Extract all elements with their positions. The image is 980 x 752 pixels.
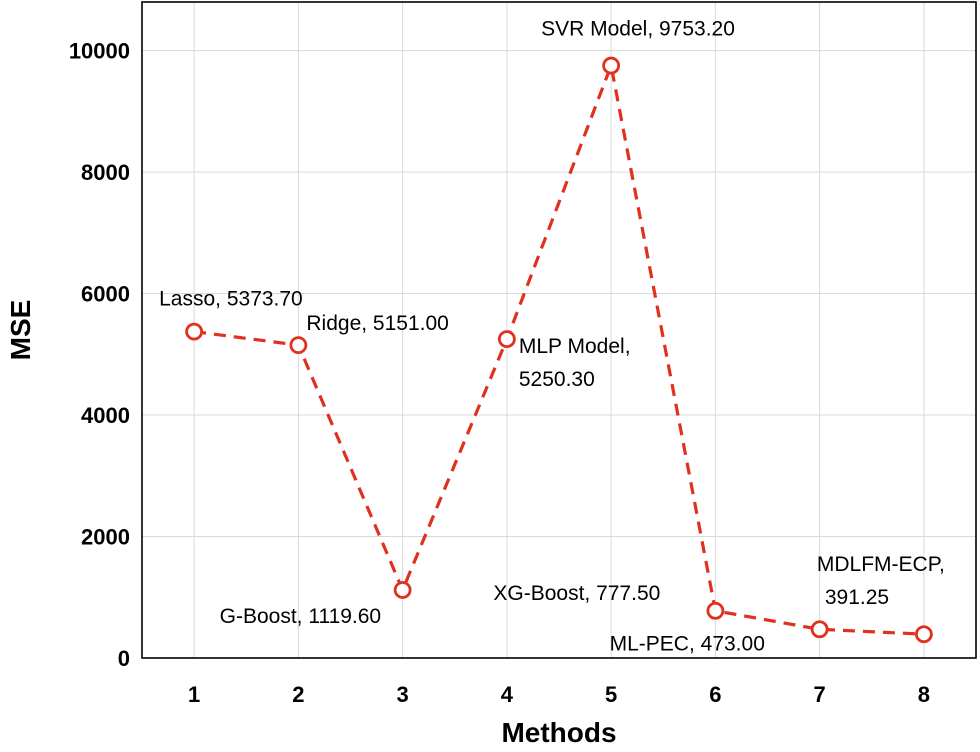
plot-frame [141,1,977,659]
y-tick-label: 8000 [81,160,130,185]
x-tick-label: 7 [814,682,826,707]
x-tick-labels: 1 2 3 4 5 6 7 8 [188,682,930,707]
x-tick-label: 2 [292,682,304,707]
data-markers [185,56,933,644]
data-label: Lasso, 5373.70 [159,288,303,311]
data-point [602,56,621,75]
x-tick-label: 4 [501,682,514,707]
data-point [393,581,412,599]
y-tick-label: 6000 [81,282,130,307]
data-label: Ridge, 5151.00 [306,312,448,335]
data-label: ML-PEC, 473.00 [610,632,765,655]
data-point [810,620,829,639]
data-point [914,625,933,644]
data-label: XG-Boost, 777.50 [493,582,660,605]
data-label: MDLFM-ECP, [817,553,945,576]
series-line [193,59,924,636]
data-label: G-Boost, 1119.60 [220,605,382,628]
y-axis-label: MSE [5,300,36,361]
data-point [706,601,725,620]
y-tick-labels: 0 2000 4000 6000 8000 10000 [69,39,130,671]
data-point [497,330,516,348]
y-tick-label: 10000 [69,39,130,64]
y-tick-label: 2000 [81,525,130,550]
x-axis-label: Methods [501,717,616,748]
data-label: MLP Model, [519,335,631,358]
data-label: 5250.30 [519,368,595,391]
data-point [289,336,308,355]
x-tick-label: 1 [188,682,200,707]
data-point [185,322,204,341]
x-tick-label: 3 [397,682,409,707]
x-tick-label: 8 [918,682,930,707]
data-label: 391.25 [825,586,889,609]
x-tick-label: 6 [709,682,721,707]
data-label: SVR Model, 9753.20 [541,18,735,41]
x-tick-label: 5 [605,682,617,707]
grid-lines [142,2,976,659]
y-tick-label: 0 [118,646,130,671]
y-tick-label: 4000 [81,403,130,428]
